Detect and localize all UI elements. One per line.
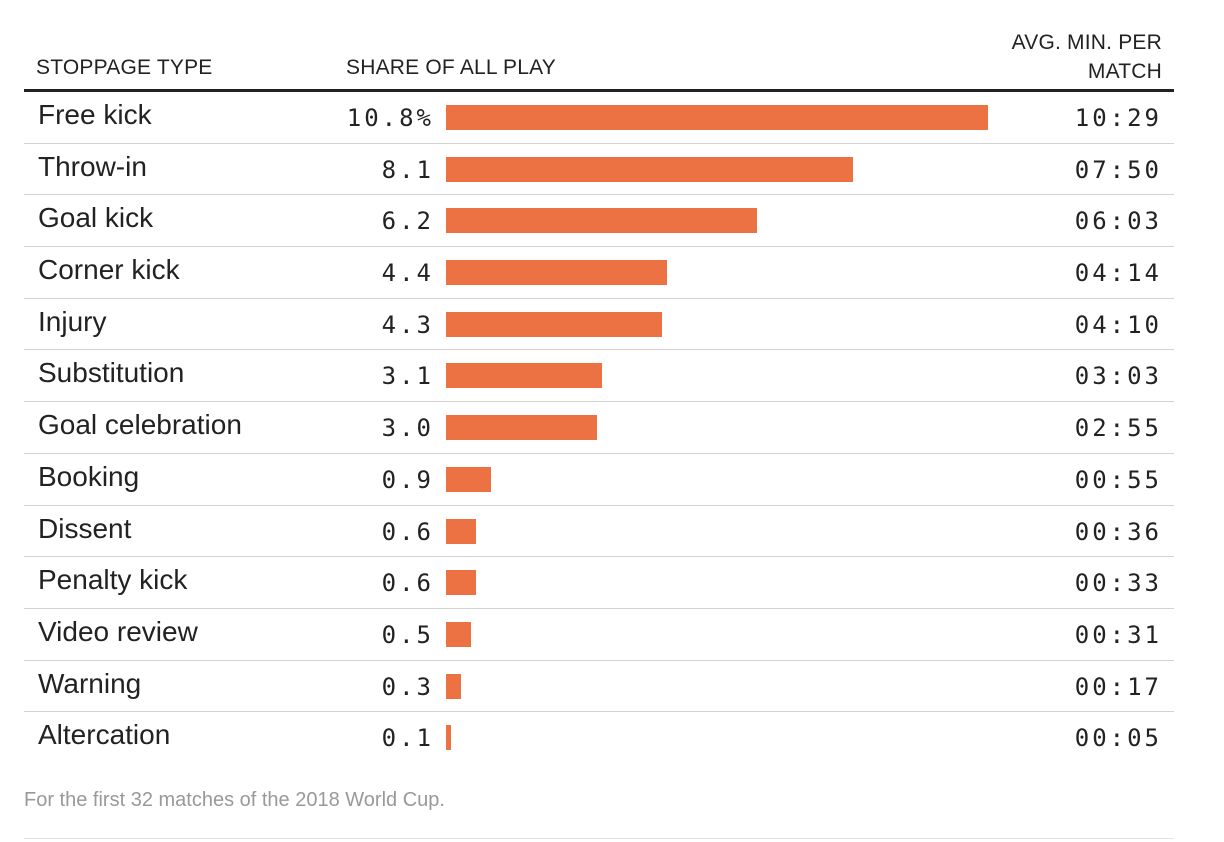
table-row: Goal kick 6.2 06:03 [24,195,1174,248]
footnote: For the first 32 matches of the 2018 Wor… [24,789,445,811]
header-avg-line1: AVG. MIN. PER [1011,31,1162,54]
avg-minutes-label: 00:55 [1074,465,1162,494]
avg-minutes-label: 10:29 [1074,104,1162,132]
share-value-label: 6.2 [381,207,434,236]
share-bar [446,311,662,337]
share-value-label: 0.9 [381,465,434,494]
category-label: Booking [38,460,140,492]
share-bar [446,260,667,286]
table-row: Free kick 10.8% 10:29 [24,92,1174,144]
share-bar [446,105,988,130]
table-row: Injury 4.3 04:10 [24,299,1174,351]
share-bar [446,518,477,544]
share-value-label: 3.0 [381,414,434,443]
category-label: Injury [38,305,107,337]
share-value-label: 10.8% [346,104,434,132]
avg-minutes-label: 00:17 [1074,672,1162,701]
category-label: Free kick [38,99,152,130]
share-value-label: 0.6 [381,517,434,546]
category-label: Corner kick [38,254,180,286]
share-value-label: 8.1 [381,155,434,184]
share-bar [446,156,853,182]
avg-minutes-label: 06:03 [1074,207,1162,236]
table-row: Throw-in 8.1 07:50 [24,144,1174,196]
avg-minutes-label: 07:50 [1074,155,1162,184]
avg-minutes-label: 04:10 [1074,310,1162,339]
header-share-of-all-play: SHARE OF ALL PLAY [346,56,556,79]
table-row: Goal celebration 3.0 02:55 [24,402,1174,454]
share-value-label: 0.3 [381,672,434,701]
category-label: Penalty kick [38,564,188,596]
share-value-label: 4.4 [381,259,434,288]
avg-minutes-label: 00:33 [1074,569,1162,598]
table-row: Altercation 0.1 00:05 [24,712,1174,764]
avg-minutes-label: 00:31 [1074,620,1162,649]
category-label: Altercation [38,719,171,751]
table-row: Corner kick 4.4 04:14 [24,247,1174,299]
share-bar [446,673,462,699]
category-label: Dissent [38,512,132,544]
table-row: Dissent 0.6 00:36 [24,506,1174,558]
share-bar [446,466,492,492]
avg-minutes-label: 02:55 [1074,414,1162,443]
share-bar [446,363,602,389]
share-bar [446,415,597,441]
share-bar [446,208,758,234]
table-row: Booking 0.9 00:55 [24,454,1174,506]
share-value-label: 3.1 [381,362,434,391]
category-label: Goal celebration [38,409,242,441]
share-bar [446,621,472,647]
share-value-label: 4.3 [381,310,434,339]
share-bar [446,570,477,596]
header-avg-line2: MATCH [1087,60,1162,83]
category-label: Goal kick [38,202,154,234]
avg-minutes-label: 00:36 [1074,517,1162,546]
header-stoppage-type: STOPPAGE TYPE [36,56,213,79]
chart-rows: Free kick 10.8% 10:29 Throw-in 8.1 07:50 Goal … [24,92,1174,764]
table-row: Video review 0.5 00:31 [24,609,1174,661]
header-avg-min-per-match: AVG. MIN. PER MATCH [1012,28,1162,86]
share-value-label: 0.5 [381,620,434,649]
avg-minutes-label: 04:14 [1074,259,1162,288]
category-label: Warning [38,667,142,699]
share-value-label: 0.1 [381,724,434,753]
header-rule [24,89,1174,92]
table-row: Penalty kick 0.6 00:33 [24,557,1174,609]
table-row: Substitution 3.1 03:03 [24,350,1174,403]
share-bar [446,725,452,751]
category-label: Video review [38,615,198,647]
avg-minutes-label: 03:03 [1074,362,1162,391]
bottom-rule [24,838,1174,839]
table-row: Warning 0.3 00:17 [24,661,1174,713]
category-label: Throw-in [38,150,147,182]
avg-minutes-label: 00:05 [1074,724,1162,753]
category-label: Substitution [38,357,185,389]
share-value-label: 0.6 [381,569,434,598]
